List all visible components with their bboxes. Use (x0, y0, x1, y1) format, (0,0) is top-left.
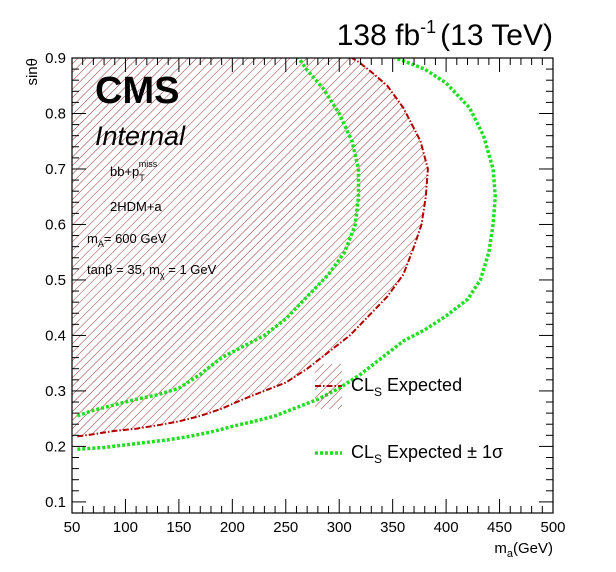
x-axis-title: ma(GeV) (494, 540, 553, 560)
y-axis-title: sinθ (24, 58, 41, 86)
y-tick-label: 0.3 (45, 383, 66, 400)
band-lower-curve (77, 58, 498, 451)
internal-label: Internal (95, 121, 186, 151)
info-model: 2HDM+a (110, 199, 162, 214)
x-tick-label: 200 (220, 519, 245, 536)
band-upper-curve (76, 58, 361, 418)
x-tick-label: 50 (64, 519, 81, 536)
excluded-region (72, 58, 428, 437)
cms-label: CMS (95, 70, 179, 112)
plot-frame (71, 57, 554, 514)
y-tick-label: 0.8 (45, 105, 66, 122)
x-tick-label: 450 (487, 519, 512, 536)
legend-band-label: CLS Expected ± 1σ (351, 442, 503, 466)
legend: CLS Expected CLS Expected ± 1σ (315, 364, 503, 466)
x-tick-label: 100 (113, 519, 138, 536)
axis-ticks (71, 57, 554, 514)
y-tick-label: 0.6 (45, 216, 66, 233)
x-tick-label: 150 (166, 519, 191, 536)
x-tick-label: 300 (327, 519, 352, 536)
lumi-label: 138 fb-1 (13 TeV) (337, 17, 553, 52)
y-tick-label: 0.5 (45, 272, 66, 289)
y-tick-label: 0.4 (45, 327, 66, 344)
x-tick-label: 500 (540, 519, 565, 536)
y-tick-label: 0.9 (45, 50, 66, 67)
x-axis-tick-labels: 50 100 150 200 250 300 350 400 450 500 (64, 519, 566, 536)
y-tick-label: 0.2 (45, 438, 66, 455)
expected-curve (77, 58, 429, 438)
y-tick-label: 0.7 (45, 161, 66, 178)
info-mA: mA= 600 GeV (87, 231, 167, 249)
x-tick-label: 350 (380, 519, 405, 536)
y-tick-label: 0.1 (45, 494, 66, 511)
y-axis-tick-labels: 0.1 0.2 0.3 0.4 0.5 0.6 0.7 0.8 0.9 (45, 50, 66, 511)
x-tick-label: 250 (273, 519, 298, 536)
x-tick-label: 400 (434, 519, 459, 536)
info-channel: bb+pTmiss (110, 159, 158, 183)
legend-expected-label: CLS Expected (351, 375, 462, 399)
info-tanbeta: tanβ = 35, mχ = 1 GeV (87, 262, 217, 280)
